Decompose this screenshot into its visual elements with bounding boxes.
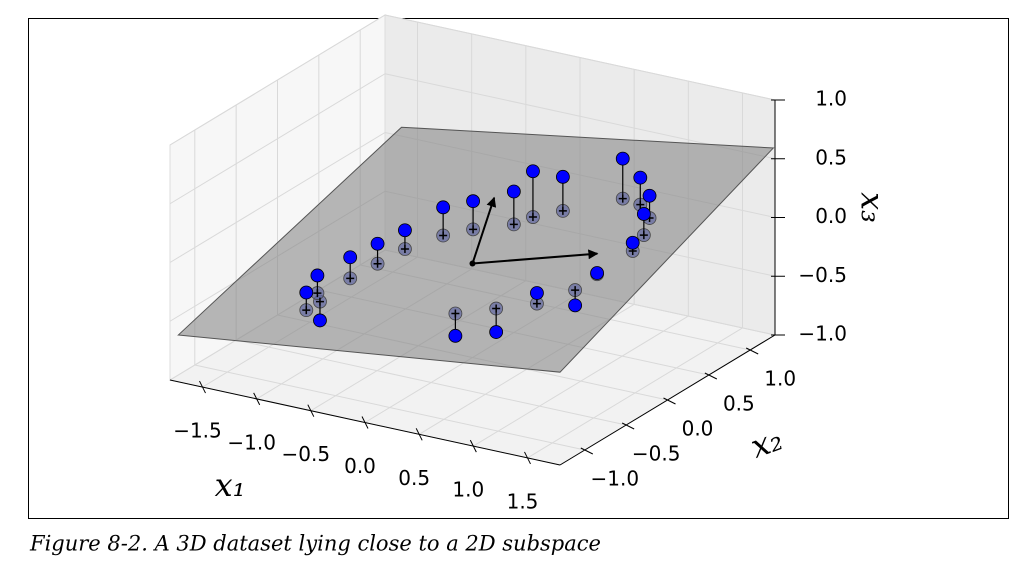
principal-vector [472, 249, 599, 265]
projection-marker [315, 297, 324, 306]
z-tick-label: −1.0 [798, 322, 847, 346]
projection-marker [558, 206, 567, 215]
projection-marker [346, 274, 355, 283]
projection-marker [492, 304, 501, 313]
data-point [299, 285, 314, 300]
tick-mark [621, 422, 635, 430]
z-tick-label: 0.0 [815, 204, 847, 228]
plane [177, 126, 775, 373]
projection-marker [313, 289, 322, 298]
grid-line [236, 339, 627, 426]
x-axis-label: x₁ [215, 466, 246, 504]
projection-marker [528, 213, 537, 222]
data-point [615, 151, 630, 166]
x-tick-label: 0.5 [398, 466, 430, 490]
z-tick-label: 1.0 [815, 87, 847, 111]
data-point [568, 298, 583, 313]
projection-marker [373, 259, 382, 268]
data-point [466, 194, 480, 209]
x-tick-label: 1.5 [507, 489, 539, 513]
principal-vector [471, 196, 497, 264]
projection-marker [571, 286, 580, 295]
data-point [506, 184, 521, 199]
y-tick-label: −0.5 [632, 442, 681, 466]
y-tick-label: 0.0 [682, 417, 714, 441]
tick-mark [745, 347, 759, 355]
projection-marker [302, 306, 311, 315]
data-point [530, 286, 544, 300]
projection-marker [618, 194, 627, 203]
data-point [313, 313, 327, 328]
y-axis-line [559, 334, 776, 466]
data-point [633, 170, 648, 185]
x-axis-line [169, 379, 561, 466]
data-point [436, 200, 451, 215]
data-point [526, 164, 540, 179]
data-point [590, 266, 604, 280]
projection-marker [509, 220, 518, 229]
projection-marker [639, 231, 648, 240]
data-point [625, 235, 640, 250]
data-point [370, 236, 385, 251]
y-tick-label: 1.0 [764, 367, 796, 391]
z-axis-label: x₃ [854, 192, 892, 223]
data-point [448, 328, 463, 343]
y-tick-label: −1.0 [591, 467, 640, 491]
x-tick-label: −0.5 [282, 442, 331, 466]
data-point [489, 325, 504, 339]
projection-marker [636, 200, 645, 209]
grid-line [169, 73, 386, 205]
data-point [636, 207, 651, 221]
tick-mark [704, 372, 718, 380]
grid-line [169, 132, 386, 263]
x-tick-label: 1.0 [452, 478, 484, 502]
tick-mark [580, 447, 594, 455]
tick-mark [663, 397, 676, 405]
data-point [555, 169, 570, 184]
x-tick-label: 0.0 [344, 454, 376, 478]
y-tick-label: 0.5 [723, 392, 755, 416]
projection-marker [451, 309, 460, 318]
projection-marker [532, 299, 541, 308]
data-point [343, 250, 358, 265]
data-point [398, 223, 412, 238]
projection-marker [400, 245, 409, 254]
z-tick-label: −0.5 [798, 263, 847, 287]
data-point [310, 268, 325, 283]
grid-line [384, 14, 776, 101]
projection-marker [469, 225, 478, 234]
x-tick-label: −1.0 [227, 430, 276, 454]
projection-marker [439, 231, 448, 240]
x-tick-label: −1.5 [173, 419, 222, 443]
caption: Figure 8-2. A 3D dataset lying close to … [29, 532, 601, 556]
grid-line [194, 364, 585, 451]
data-point [642, 188, 657, 203]
grid-line [169, 14, 386, 146]
z-tick-label: 0.5 [815, 145, 847, 169]
